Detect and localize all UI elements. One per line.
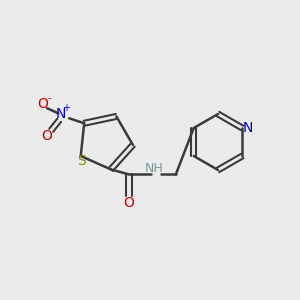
Text: N: N — [56, 107, 66, 121]
Text: O: O — [123, 196, 134, 210]
Text: O: O — [41, 129, 52, 143]
Text: O: O — [37, 97, 48, 111]
Text: N: N — [243, 121, 254, 135]
Text: S: S — [77, 154, 86, 168]
Text: -: - — [47, 93, 51, 103]
Text: +: + — [62, 103, 70, 113]
Text: NH: NH — [144, 162, 163, 175]
